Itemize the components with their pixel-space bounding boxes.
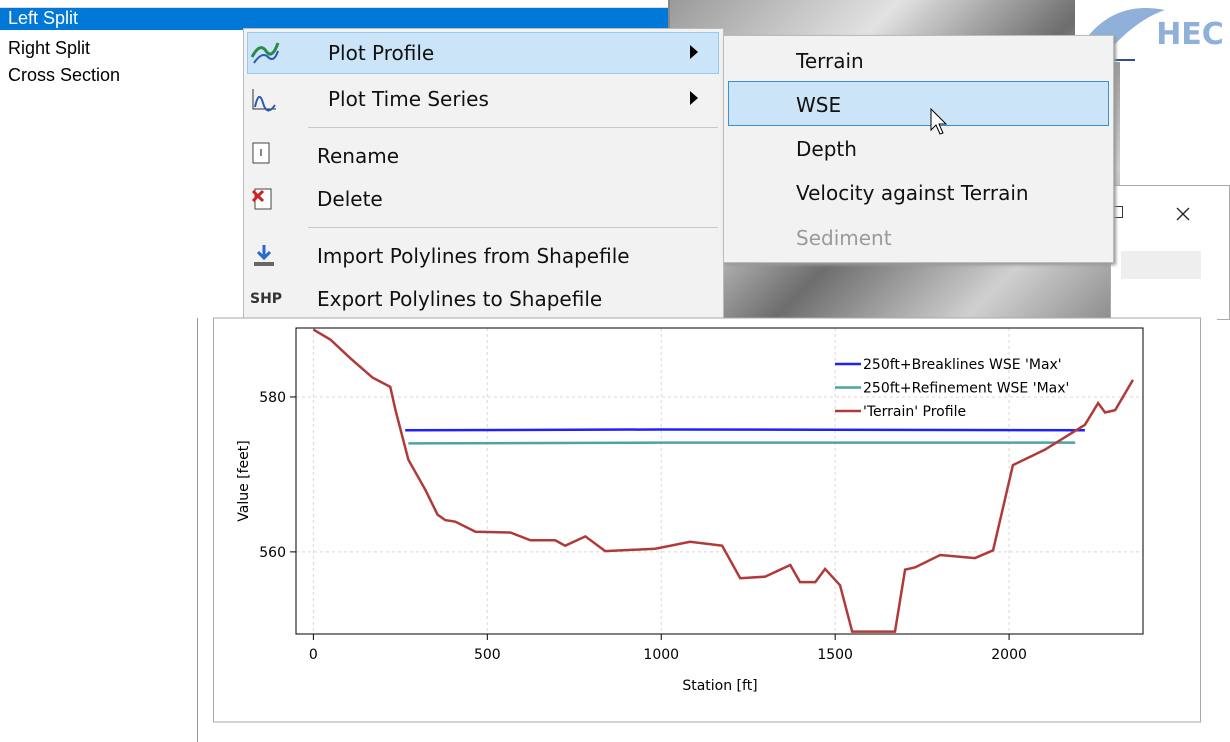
chart: Station [ft] Value [feet] 0 500 1000 1500 20… xyxy=(0,0,1230,742)
x-tick-label: 1500 xyxy=(817,647,853,663)
chart-frame xyxy=(214,318,1201,722)
series-line xyxy=(405,429,1085,430)
legend-label: 'Terrain' Profile xyxy=(863,404,966,420)
x-axis-label: Station [ft] xyxy=(682,678,757,694)
x-tick-label: 0 xyxy=(309,647,318,663)
series-line xyxy=(408,443,1075,444)
x-tick-label: 500 xyxy=(474,647,501,663)
y-tick-label: 580 xyxy=(259,390,286,406)
legend-label: 250ft+Refinement WSE 'Max' xyxy=(863,381,1069,397)
y-tick-label: 560 xyxy=(259,545,286,561)
page: HEC Left Split Right Split Cross Section… xyxy=(0,0,1230,742)
x-tick-label: 2000 xyxy=(991,647,1027,663)
x-tick-label: 1000 xyxy=(643,647,679,663)
legend-label: 250ft+Breaklines WSE 'Max' xyxy=(863,357,1062,373)
y-axis-label: Value [feet] xyxy=(236,440,252,521)
